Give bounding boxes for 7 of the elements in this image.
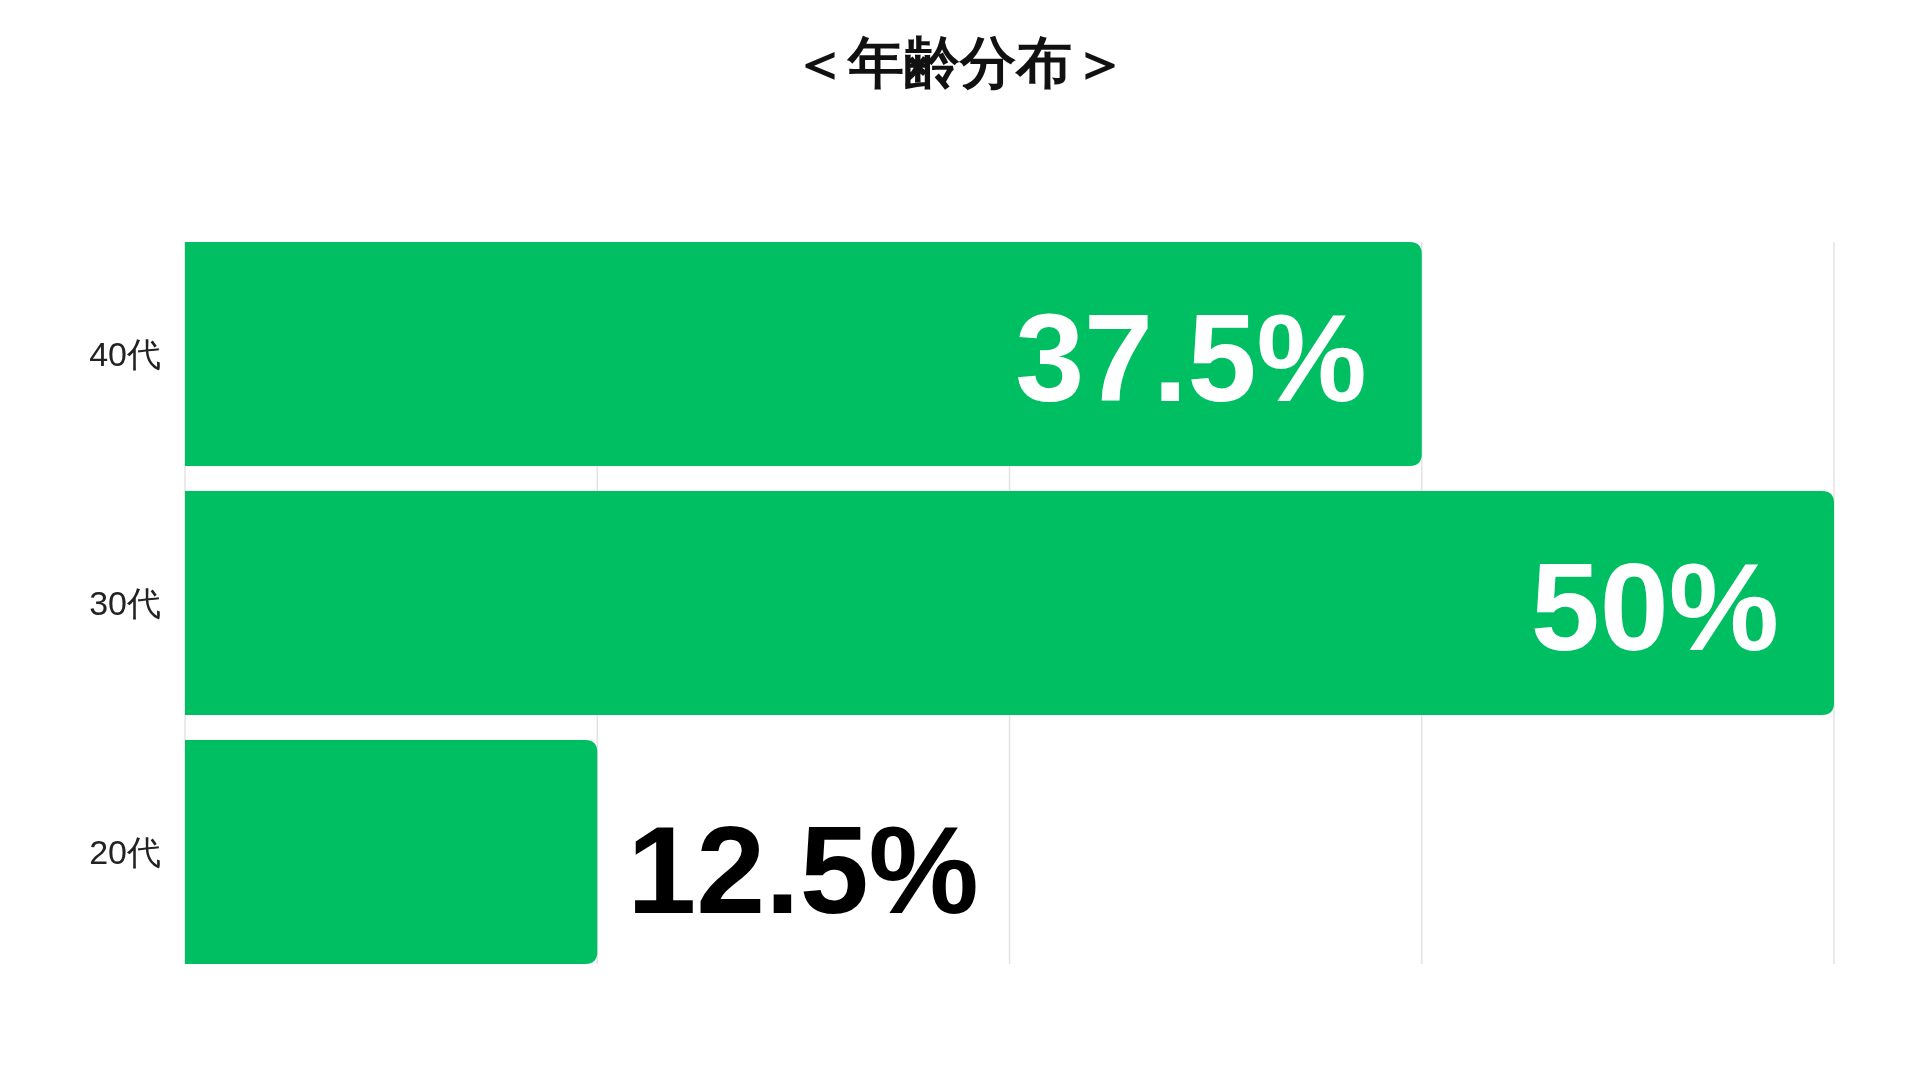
chart-title: ＜年齢分布＞ bbox=[792, 31, 1128, 94]
value-label: 37.5% bbox=[1015, 289, 1367, 428]
value-label: 12.5% bbox=[627, 801, 979, 940]
category-label: 40代 bbox=[89, 335, 161, 374]
category-label: 30代 bbox=[89, 584, 161, 622]
category-label: 20代 bbox=[89, 832, 161, 871]
value-label: 50% bbox=[1530, 538, 1779, 677]
